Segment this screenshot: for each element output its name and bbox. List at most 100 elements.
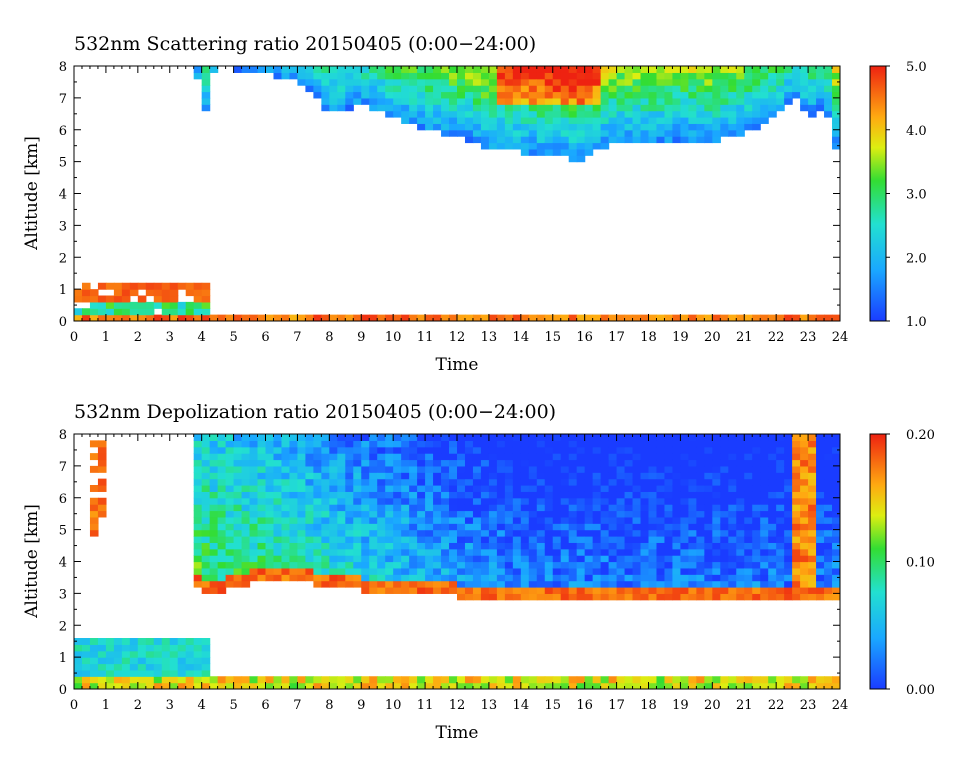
heatmap-cell [584, 593, 594, 601]
heatmap-cell [808, 97, 817, 105]
heatmap-cell [233, 453, 243, 461]
heatmap-cell [464, 580, 474, 588]
heatmap-cell [800, 104, 809, 112]
heatmap-cell [824, 434, 833, 441]
heatmap-cell [305, 459, 314, 467]
heatmap-cell [74, 676, 83, 684]
heatmap-cell [560, 504, 570, 512]
heatmap-cell [768, 561, 777, 569]
heatmap-cell [688, 587, 697, 594]
heatmap-cell [560, 574, 570, 582]
heatmap-cell [808, 465, 817, 473]
heatmap-cell [784, 497, 793, 505]
heatmap-cell [201, 78, 211, 86]
heatmap-cell [472, 440, 482, 448]
heatmap-cell [672, 676, 682, 684]
heatmap-cell [776, 446, 785, 454]
heatmap-cell [616, 485, 626, 492]
heatmap-cell [656, 72, 666, 80]
heatmap-cell [824, 78, 833, 86]
heatmap-cell [776, 574, 785, 582]
heatmap-cell [640, 516, 650, 524]
heatmap-cell [297, 72, 306, 80]
heatmap-cell [273, 472, 283, 480]
heatmap-cell [113, 644, 123, 652]
heatmap-cell [145, 682, 155, 689]
heatmap-cell [345, 682, 354, 689]
heatmap-cell [656, 676, 666, 684]
heatmap-cell [656, 78, 666, 86]
heatmap-cell [305, 446, 314, 454]
heatmap-cell [409, 78, 418, 86]
x-tick-label: 10 [385, 698, 402, 713]
heatmap-cell [632, 491, 642, 499]
heatmap-cell [544, 129, 554, 137]
heatmap-cell [800, 504, 809, 512]
heatmap-cell [552, 72, 562, 80]
heatmap-cell [528, 148, 538, 156]
heatmap-cell [393, 504, 402, 512]
heatmap-cell [169, 282, 179, 290]
heatmap-cell [321, 465, 330, 473]
heatmap-cell [632, 78, 642, 86]
heatmap-cell [544, 314, 554, 321]
heatmap-cell [768, 555, 777, 563]
heatmap-cell [832, 459, 840, 467]
heatmap-cell [560, 117, 570, 124]
heatmap-cell [728, 91, 737, 99]
heatmap-cell [552, 574, 562, 582]
heatmap-cell [552, 536, 562, 543]
heatmap-cell [792, 682, 801, 689]
heatmap-cell [193, 548, 203, 556]
heatmap-cell [257, 567, 267, 575]
heatmap-cell [752, 497, 761, 505]
heatmap-cell [832, 682, 840, 689]
heatmap-cell [552, 542, 562, 550]
heatmap-cell [249, 676, 259, 684]
heatmap-cell [656, 110, 666, 118]
heatmap-cell [329, 542, 338, 550]
heatmap-cell [720, 561, 729, 569]
heatmap-cell [417, 548, 426, 556]
heatmap-cell [808, 529, 817, 537]
heatmap-cell [457, 117, 466, 124]
heatmap-cell [560, 142, 570, 150]
heatmap-cell [528, 478, 538, 486]
heatmap-cell [808, 561, 817, 569]
heatmap-cell [345, 97, 354, 105]
heatmap-cell [680, 676, 689, 684]
heatmap-cell [417, 555, 426, 563]
heatmap-cell [720, 110, 729, 118]
heatmap-cell [520, 587, 530, 594]
heatmap-cell [768, 72, 777, 80]
heatmap-cell [624, 453, 634, 461]
heatmap-cell [345, 472, 354, 480]
heatmap-cell [592, 536, 602, 543]
heatmap-cell [161, 638, 171, 645]
heatmap-cell [784, 523, 793, 531]
heatmap-cell [97, 314, 107, 321]
heatmap-cell [632, 504, 642, 512]
heatmap-cell [792, 72, 801, 80]
heatmap-cell [313, 459, 322, 467]
heatmap-cell [137, 663, 147, 671]
heatmap-cell [592, 472, 602, 480]
heatmap-cell [464, 314, 474, 321]
heatmap-cell [704, 682, 713, 689]
heatmap-cell [576, 472, 586, 480]
heatmap-cell [520, 85, 530, 93]
heatmap-cell [712, 440, 721, 448]
heatmap-cell [808, 459, 817, 467]
heatmap-cell [153, 295, 163, 303]
heatmap-cell [496, 580, 506, 588]
heatmap-cell [289, 478, 299, 486]
heatmap-cell [544, 587, 554, 594]
heatmap-cell [74, 682, 83, 689]
heatmap-cell [369, 523, 378, 531]
heatmap-cell [528, 491, 538, 499]
heatmap-cell [752, 574, 761, 582]
heatmap-cell [824, 529, 833, 537]
heatmap-cell [632, 446, 642, 454]
heatmap-cell [720, 434, 729, 441]
heatmap-cell [792, 504, 801, 512]
